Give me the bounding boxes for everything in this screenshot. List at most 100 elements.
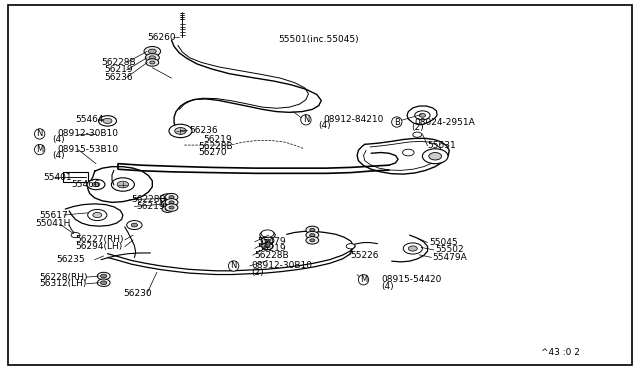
Circle shape <box>169 124 192 138</box>
Circle shape <box>419 113 426 117</box>
Circle shape <box>93 212 102 218</box>
Circle shape <box>165 199 178 206</box>
Circle shape <box>422 149 448 164</box>
Circle shape <box>87 179 105 190</box>
Text: N: N <box>303 115 309 124</box>
Circle shape <box>148 49 156 54</box>
Circle shape <box>131 223 138 227</box>
Text: M: M <box>360 275 367 284</box>
Text: 56270: 56270 <box>198 148 227 157</box>
Circle shape <box>346 244 355 249</box>
Circle shape <box>415 111 430 120</box>
Text: 56227(RH): 56227(RH) <box>76 235 124 244</box>
Text: 56228B: 56228B <box>131 195 166 204</box>
Text: 55466: 55466 <box>72 180 100 189</box>
Text: 56236: 56236 <box>189 126 218 135</box>
Circle shape <box>149 56 156 60</box>
Circle shape <box>306 231 319 239</box>
Circle shape <box>144 46 161 56</box>
Text: 55464: 55464 <box>76 115 104 124</box>
Text: 56228B: 56228B <box>255 251 289 260</box>
Text: 55617: 55617 <box>40 211 68 219</box>
Text: 08915-53B10: 08915-53B10 <box>58 145 119 154</box>
Circle shape <box>310 234 315 237</box>
Circle shape <box>88 209 107 221</box>
Circle shape <box>92 182 100 187</box>
Text: 56230: 56230 <box>123 289 152 298</box>
Text: 55479: 55479 <box>257 237 286 246</box>
Text: 55501(inc.55045): 55501(inc.55045) <box>278 35 359 44</box>
Text: 56312(LH): 56312(LH) <box>40 279 87 288</box>
Circle shape <box>100 274 107 278</box>
Circle shape <box>146 59 159 66</box>
Circle shape <box>403 243 422 254</box>
Circle shape <box>408 246 417 251</box>
Text: 55631: 55631 <box>428 141 456 150</box>
Circle shape <box>310 239 315 242</box>
Circle shape <box>169 201 174 204</box>
Text: 56236: 56236 <box>104 73 133 82</box>
Circle shape <box>71 232 80 238</box>
Text: (4): (4) <box>319 121 332 130</box>
Circle shape <box>164 196 171 200</box>
Text: 08912-30B10: 08912-30B10 <box>58 129 118 138</box>
Circle shape <box>260 231 275 240</box>
Circle shape <box>261 230 274 237</box>
Circle shape <box>165 208 170 211</box>
Circle shape <box>306 237 319 244</box>
Circle shape <box>165 204 178 211</box>
Text: 55479A: 55479A <box>433 253 467 262</box>
Text: 08915-54420: 08915-54420 <box>381 275 442 284</box>
Circle shape <box>175 128 186 134</box>
Text: (2): (2) <box>251 268 264 277</box>
Text: (2): (2) <box>412 124 424 132</box>
Circle shape <box>310 228 315 231</box>
Circle shape <box>99 116 116 126</box>
Text: 55226: 55226 <box>351 251 380 260</box>
Text: 56235: 56235 <box>56 255 85 264</box>
Text: M: M <box>36 145 44 154</box>
Text: 56219: 56219 <box>257 244 286 253</box>
Text: 56228B: 56228B <box>101 58 136 67</box>
Text: N: N <box>36 129 43 138</box>
Text: 56294(LH): 56294(LH) <box>76 242 123 251</box>
Circle shape <box>429 153 442 160</box>
Circle shape <box>262 243 273 250</box>
Circle shape <box>97 279 110 286</box>
Text: 08912-30B10: 08912-30B10 <box>252 262 312 270</box>
Text: 56219: 56219 <box>136 202 165 211</box>
Circle shape <box>97 272 110 280</box>
Text: B: B <box>394 118 400 126</box>
Circle shape <box>100 281 107 285</box>
Text: N: N <box>230 262 237 270</box>
Circle shape <box>162 206 173 212</box>
Text: (4): (4) <box>381 282 394 291</box>
Circle shape <box>127 221 142 230</box>
Text: 55041H: 55041H <box>35 219 70 228</box>
Circle shape <box>169 196 174 199</box>
Circle shape <box>413 132 422 137</box>
Circle shape <box>265 239 270 242</box>
Text: 56260: 56260 <box>147 33 176 42</box>
Circle shape <box>169 206 174 209</box>
Text: (4): (4) <box>52 151 65 160</box>
Text: 56219: 56219 <box>104 65 133 74</box>
Text: 08024-2951A: 08024-2951A <box>415 118 476 126</box>
Circle shape <box>165 202 170 205</box>
Circle shape <box>117 181 129 188</box>
Text: 08912-84210: 08912-84210 <box>324 115 384 124</box>
Circle shape <box>160 194 175 203</box>
Circle shape <box>145 54 159 62</box>
Circle shape <box>403 149 414 156</box>
Text: 55401: 55401 <box>44 173 72 182</box>
Circle shape <box>111 178 134 191</box>
Text: 56219: 56219 <box>204 135 232 144</box>
Circle shape <box>103 118 112 124</box>
Text: (4): (4) <box>52 135 65 144</box>
Circle shape <box>165 193 178 201</box>
Circle shape <box>265 245 270 248</box>
Text: 56228(RH): 56228(RH) <box>40 273 88 282</box>
Circle shape <box>306 226 319 234</box>
Text: 55502: 55502 <box>435 246 464 254</box>
Circle shape <box>161 200 174 208</box>
